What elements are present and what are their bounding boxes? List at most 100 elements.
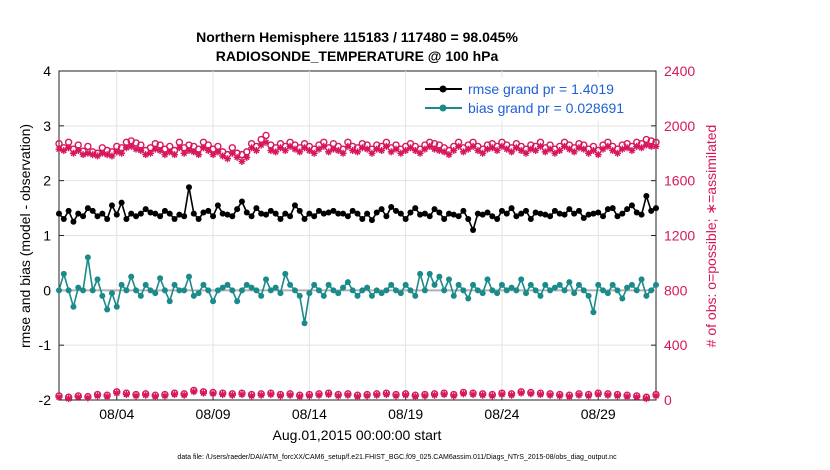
obs-possible-point bbox=[618, 141, 626, 149]
bias-point bbox=[166, 298, 173, 305]
obs-assimilated-point bbox=[118, 149, 126, 157]
rmse-point bbox=[243, 209, 250, 216]
obs-assimilated-point bbox=[450, 147, 458, 155]
obs-possible-low-point bbox=[401, 390, 410, 398]
bias-point bbox=[349, 287, 356, 294]
rmse-point bbox=[296, 207, 303, 214]
bias-point bbox=[532, 287, 539, 294]
bias-point bbox=[441, 287, 448, 294]
obs-possible-point bbox=[324, 144, 333, 152]
obs-assimilated-point bbox=[387, 148, 395, 156]
bias-point bbox=[595, 281, 602, 288]
rmse-point bbox=[113, 211, 120, 218]
obs-assimilated-point bbox=[464, 145, 472, 153]
bias-point bbox=[561, 287, 568, 294]
bias-point bbox=[498, 281, 505, 288]
obs-assimilated-point bbox=[238, 157, 246, 165]
obs-assimilated-point bbox=[310, 149, 318, 157]
obs-assimilated-low-point bbox=[479, 391, 487, 399]
obs-assimilated-point bbox=[397, 149, 405, 157]
obs-assimilated-low-point bbox=[113, 389, 121, 397]
bias-point bbox=[426, 270, 433, 277]
bias-point bbox=[388, 281, 395, 288]
obs-possible-low-point bbox=[55, 392, 63, 400]
obs-possible-point bbox=[478, 145, 487, 153]
obs-possible-point bbox=[271, 144, 280, 152]
bias-point bbox=[590, 309, 597, 316]
rmse-point bbox=[166, 210, 173, 217]
obs-possible-low-point bbox=[267, 389, 275, 397]
obs-assimilated-point bbox=[642, 141, 650, 149]
legend-bias-marker bbox=[439, 104, 447, 112]
obs-assimilated-low-point bbox=[238, 391, 246, 399]
bias-point bbox=[171, 281, 178, 288]
rmse-point bbox=[142, 206, 149, 213]
bias-point bbox=[210, 298, 217, 305]
obs-possible-low-point bbox=[344, 390, 352, 398]
bias-point bbox=[243, 281, 250, 288]
obs-assimilated-point bbox=[522, 149, 530, 157]
obs-assimilated-point bbox=[233, 153, 241, 161]
bias-point bbox=[224, 281, 231, 288]
bias-point bbox=[56, 287, 62, 294]
obs-possible-low-point bbox=[132, 390, 140, 399]
obs-assimilated-point bbox=[272, 148, 280, 156]
bias-point bbox=[373, 287, 380, 294]
bias-point bbox=[195, 290, 202, 297]
obs-possible-low-point bbox=[392, 390, 400, 399]
bias-point bbox=[523, 290, 530, 297]
obs-possible-low-point bbox=[64, 393, 73, 401]
rmse-point bbox=[224, 211, 231, 218]
obs-assimilated-point bbox=[570, 148, 578, 156]
rmse-point bbox=[503, 210, 510, 217]
obs-assimilated-point bbox=[354, 148, 361, 156]
bias-point bbox=[556, 281, 563, 288]
rmse-point bbox=[460, 207, 467, 214]
obs-possible-low-point bbox=[421, 390, 429, 399]
obs-assimilated-low-point bbox=[604, 391, 612, 399]
rmse-point bbox=[537, 210, 544, 217]
rmse-point bbox=[426, 213, 433, 220]
rmse-point bbox=[489, 213, 496, 220]
obs-assimilated-low-point bbox=[488, 392, 496, 400]
obs-assimilated-point bbox=[618, 145, 626, 153]
obs-assimilated-point bbox=[146, 149, 154, 157]
bias-point bbox=[325, 281, 332, 288]
obs-possible-low-point bbox=[93, 390, 102, 399]
obs-assimilated-point bbox=[416, 149, 424, 157]
obs-assimilated-low-point bbox=[536, 391, 544, 399]
rmse-point bbox=[445, 210, 452, 217]
bias-point bbox=[181, 287, 188, 294]
bias-point bbox=[311, 281, 318, 288]
obs-assimilated-point bbox=[344, 142, 352, 150]
bias-point bbox=[301, 320, 308, 327]
obs-assimilated-low-point bbox=[594, 391, 602, 399]
y-tick-label-left: 2 bbox=[43, 173, 51, 189]
bias-point bbox=[219, 284, 226, 291]
rmse-point bbox=[513, 213, 520, 220]
rmse-point bbox=[614, 213, 621, 220]
rmse-point bbox=[89, 207, 96, 214]
obs-assimilated-point bbox=[556, 147, 564, 155]
obs-possible-low-point bbox=[334, 390, 342, 399]
obs-assimilated-low-point bbox=[142, 391, 150, 399]
bias-point bbox=[368, 292, 375, 299]
x-tick-label: 08/14 bbox=[292, 406, 327, 422]
y-tick-label-right: 800 bbox=[664, 282, 688, 298]
obs-possible-point bbox=[243, 148, 251, 156]
obs-assimilated-point bbox=[503, 145, 511, 153]
rmse-point bbox=[263, 211, 270, 218]
obs-possible-low-point bbox=[411, 391, 419, 399]
bias-point bbox=[287, 281, 294, 288]
rmse-point bbox=[200, 209, 207, 216]
obs-assimilated-point bbox=[599, 145, 607, 153]
obs-possible-point bbox=[137, 141, 145, 149]
bias-point bbox=[238, 287, 245, 294]
bias-point bbox=[513, 287, 520, 294]
obs-possible-low-point bbox=[469, 389, 477, 397]
obs-assimilated-low-point bbox=[498, 391, 506, 399]
rmse-point bbox=[277, 216, 284, 223]
obs-assimilated-point bbox=[55, 145, 63, 153]
rmse-point bbox=[465, 216, 472, 223]
obs-assimilated-point bbox=[406, 144, 414, 152]
